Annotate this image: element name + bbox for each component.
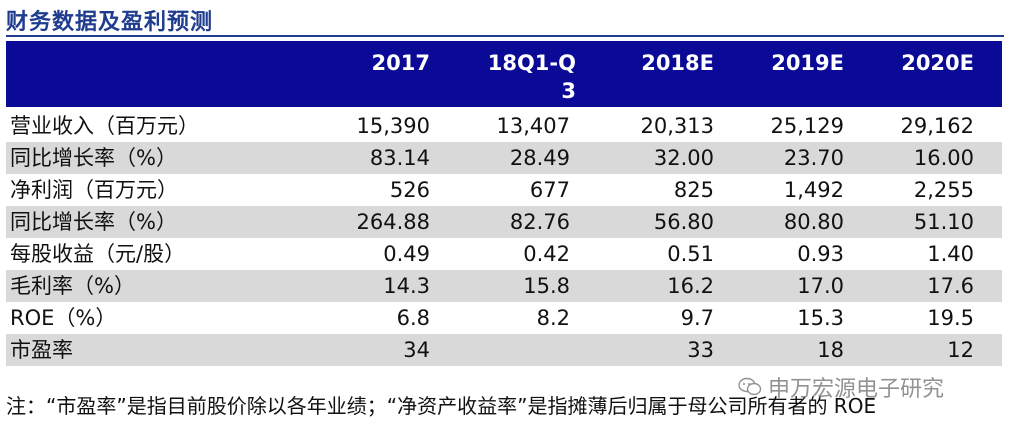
column-header-2018e: 2018E — [641, 51, 714, 75]
table-header: 2017 18Q1-Q 3 2018E 2019E 2020E — [6, 41, 1002, 107]
cell-value: 51.10 — [913, 210, 974, 234]
cell-value: 0.49 — [383, 242, 430, 266]
cell-value: 264.88 — [356, 210, 430, 234]
table-row: ROE（%） 6.8 8.2 9.7 15.3 19.5 — [6, 302, 1002, 334]
cell-value: 0.93 — [797, 242, 844, 266]
column-header-2019e: 2019E — [771, 51, 844, 75]
row-label: 同比增长率（%） — [10, 210, 177, 234]
table-row: 营业收入（百万元） 15,390 13,407 20,313 25,129 29… — [6, 110, 1002, 142]
table-row: 毛利率（%） 14.3 15.8 16.2 17.0 17.6 — [6, 270, 1002, 302]
cell-value: 2,255 — [913, 178, 974, 202]
cell-value: 18 — [817, 338, 844, 362]
table-row: 同比增长率（%） 264.88 82.76 56.80 80.80 51.10 — [6, 206, 1002, 238]
cell-value: 677 — [529, 178, 570, 202]
row-label: 每股收益（元/股） — [10, 242, 186, 266]
cell-value: 32.00 — [653, 146, 714, 170]
cell-value: 1.40 — [927, 242, 974, 266]
page-title: 财务数据及盈利预测 — [6, 10, 214, 35]
cell-value: 20,313 — [640, 114, 714, 138]
table-row: 每股收益（元/股） 0.49 0.42 0.51 0.93 1.40 — [6, 238, 1002, 270]
cell-value: 12 — [947, 338, 974, 362]
cell-value: 526 — [389, 178, 430, 202]
cell-value: 17.0 — [797, 274, 844, 298]
cell-value: 23.70 — [783, 146, 844, 170]
cell-value: 25,129 — [770, 114, 844, 138]
column-header-2020e: 2020E — [901, 51, 974, 75]
row-label: 净利润（百万元） — [10, 178, 178, 202]
row-label: 营业收入（百万元） — [10, 114, 199, 138]
table-row: 净利润（百万元） 526 677 825 1,492 2,255 — [6, 174, 1002, 206]
cell-value: 8.2 — [536, 306, 570, 330]
cell-value: 0.42 — [523, 242, 570, 266]
cell-value: 0.51 — [667, 242, 714, 266]
cell-value: 56.80 — [653, 210, 714, 234]
cell-value: 83.14 — [369, 146, 430, 170]
cell-value: 33 — [687, 338, 714, 362]
cell-value: 9.7 — [680, 306, 714, 330]
row-label: 毛利率（%） — [10, 274, 135, 298]
table-row: 市盈率 34 33 18 12 — [6, 334, 1002, 366]
cell-value: 19.5 — [927, 306, 974, 330]
cell-value: 15.8 — [523, 274, 570, 298]
cell-value: 82.76 — [509, 210, 570, 234]
cell-value: 28.49 — [509, 146, 570, 170]
cell-value: 34 — [403, 338, 430, 362]
watermark: 申万宏源电子研究 — [738, 371, 944, 403]
column-header-18q1-q3: 18Q1-Q 3 — [487, 51, 576, 103]
title-divider — [6, 35, 1004, 37]
row-label: 同比增长率（%） — [10, 146, 177, 170]
cell-value: 16.00 — [913, 146, 974, 170]
cell-value: 14.3 — [383, 274, 430, 298]
row-label: ROE（%） — [10, 306, 117, 330]
cell-value: 80.80 — [783, 210, 844, 234]
table-row: 同比增长率（%） 83.14 28.49 32.00 23.70 16.00 — [6, 142, 1002, 174]
cell-value: 29,162 — [900, 114, 974, 138]
cell-value: 15,390 — [356, 114, 430, 138]
cell-value: 1,492 — [783, 178, 844, 202]
cell-value: 15.3 — [797, 306, 844, 330]
wechat-icon — [738, 377, 762, 396]
cell-value: 6.8 — [396, 306, 430, 330]
cell-value: 17.6 — [927, 274, 974, 298]
cell-value: 825 — [673, 178, 714, 202]
row-label: 市盈率 — [10, 338, 73, 362]
watermark-text: 申万宏源电子研究 — [768, 377, 945, 402]
cell-value: 16.2 — [667, 274, 714, 298]
cell-value: 13,407 — [496, 114, 570, 138]
footnote: 注：“市盈率”是指目前股价除以各年业绩；“净资产收益率”是指摊薄后归属于母公司所… — [6, 394, 877, 418]
column-header-2017: 2017 — [371, 51, 430, 75]
